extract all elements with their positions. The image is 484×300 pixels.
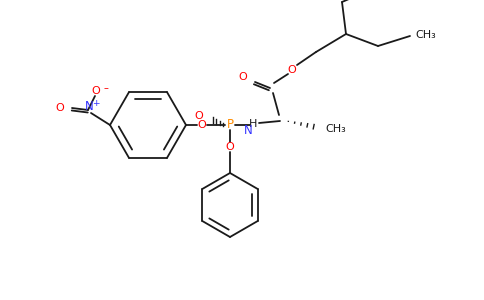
Text: CH₃: CH₃ <box>326 124 347 134</box>
Text: –: – <box>104 83 108 93</box>
Text: O: O <box>56 103 64 113</box>
Text: O: O <box>226 142 234 152</box>
Text: N: N <box>85 100 93 112</box>
Text: O: O <box>195 111 203 121</box>
Text: CH₃: CH₃ <box>416 30 437 40</box>
Text: O: O <box>197 120 206 130</box>
Text: P: P <box>227 118 233 131</box>
Text: O: O <box>91 86 100 96</box>
Text: O: O <box>239 72 247 82</box>
Text: H: H <box>249 119 257 129</box>
Text: +: + <box>92 98 100 107</box>
Text: N: N <box>243 124 252 136</box>
Text: O: O <box>287 65 296 75</box>
